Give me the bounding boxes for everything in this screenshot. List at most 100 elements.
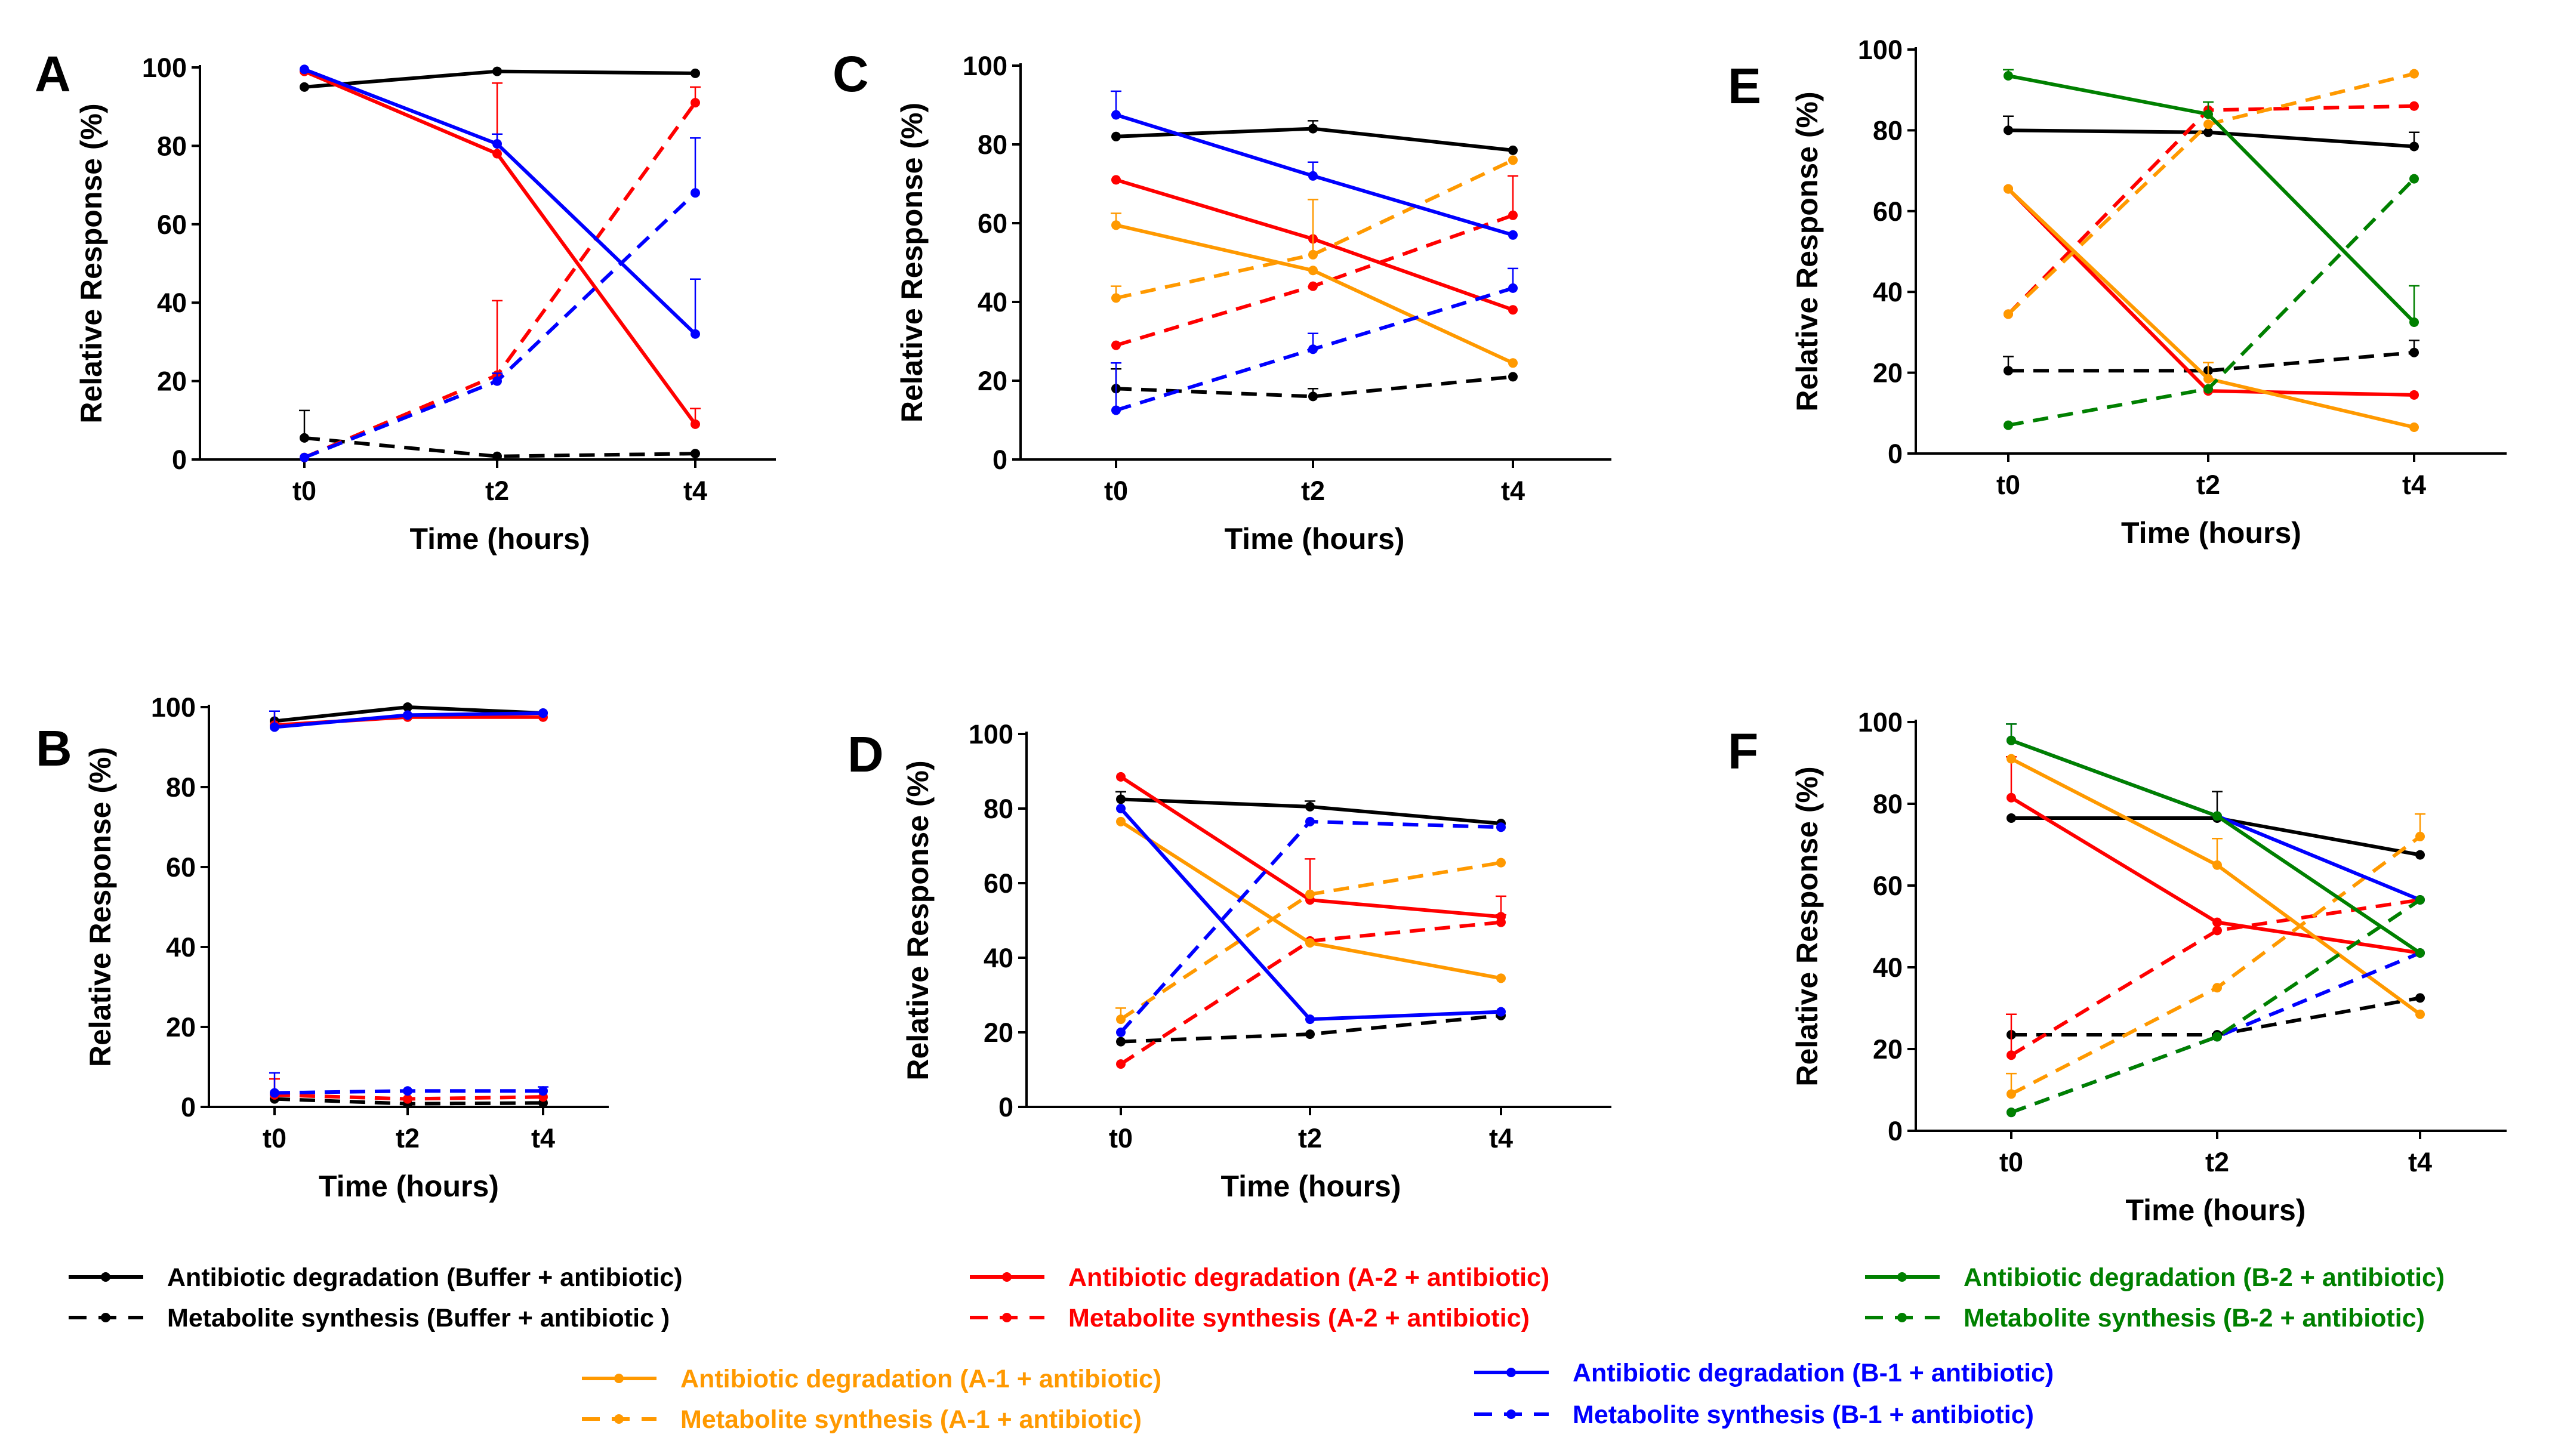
x-tick-label: t4: [683, 476, 707, 506]
data-point: [538, 1086, 548, 1096]
data-point: [270, 722, 279, 732]
data-point: [2415, 948, 2425, 958]
y-tick-label: 80: [984, 794, 1013, 824]
y-tick-label: 40: [166, 932, 196, 963]
legend-label: Metabolite synthesis (B-2 + antibiotic): [1964, 1304, 2425, 1332]
data-point: [1116, 804, 1126, 813]
legend-label: Metabolite synthesis (Buffer + antibioti…: [167, 1304, 670, 1332]
y-tick-label: 100: [151, 692, 196, 723]
data-point: [1116, 794, 1126, 804]
x-axis-title: Time (hours): [1221, 1170, 1401, 1203]
y-tick-label: 20: [1873, 1034, 1903, 1065]
data-point: [2409, 141, 2419, 152]
data-point: [1111, 110, 1121, 120]
data-point: [492, 376, 502, 386]
data-point: [2004, 125, 2013, 135]
y-axis-title: Relative Response (%): [895, 103, 929, 422]
data-point: [300, 452, 309, 462]
panel-e: E 0 20 40 60 80 100 t0 t2 t4 Time (hours) Relative …: [1728, 35, 2507, 550]
data-point: [2006, 754, 2016, 764]
data-point: [2203, 384, 2213, 394]
data-point: [492, 451, 502, 461]
series-a1-met: [1111, 155, 1518, 303]
data-point: [2409, 390, 2419, 400]
data-point: [403, 1094, 412, 1104]
series-line: [1115, 375, 1514, 399]
series-b1-deg: [269, 708, 548, 732]
data-point: [2006, 813, 2016, 823]
panel-letter: B: [36, 720, 72, 776]
y-tick-label: 80: [1873, 115, 1903, 146]
x-tick-label: t2: [396, 1123, 420, 1153]
data-point: [1496, 1007, 1506, 1017]
data-point: [1308, 266, 1318, 276]
x-tick-label: t0: [1109, 1123, 1133, 1153]
y-tick-label: 20: [1873, 358, 1903, 388]
series-line: [2010, 951, 2421, 1114]
data-point: [492, 139, 502, 149]
panel-b: B 0 20 40 60 80 100 t0 t2 t4 Time (hours) Relative …: [36, 692, 609, 1203]
data-point: [1305, 889, 1315, 899]
legend-marker: [1897, 1272, 1907, 1282]
series-line: [1115, 158, 1514, 300]
y-tick-label: 0: [172, 445, 187, 475]
series-b1-met: [1111, 267, 1518, 415]
data-point: [1308, 281, 1318, 291]
data-point: [1496, 857, 1506, 868]
series-line: [2006, 104, 2415, 316]
data-point: [2203, 374, 2213, 384]
legend-label: Antibiotic degradation (Buffer + antibio…: [167, 1263, 683, 1292]
panel-letter: D: [847, 726, 884, 782]
series-a1-deg: [2004, 184, 2419, 432]
data-point: [1111, 175, 1121, 185]
data-point: [691, 329, 700, 339]
x-tick-label: t2: [485, 476, 509, 506]
series-line: [2010, 757, 2421, 1016]
data-point: [1116, 1037, 1126, 1047]
y-tick-label: 100: [1858, 707, 1903, 738]
data-point: [1508, 305, 1518, 315]
legend-marker: [1002, 1313, 1012, 1322]
data-point: [2004, 184, 2013, 194]
series-line: [303, 67, 697, 335]
data-point: [2212, 1032, 2222, 1042]
x-axis-title: Time (hours): [319, 1170, 499, 1203]
data-point: [1116, 816, 1126, 826]
data-point: [2212, 860, 2222, 870]
data-point: [691, 98, 700, 108]
series-a1-met: [1115, 857, 1506, 1025]
series-a2-met: [2006, 894, 2425, 1060]
data-point: [300, 433, 309, 443]
data-point: [2409, 347, 2419, 357]
series-a2-met: [1111, 175, 1518, 350]
legend-label: Antibiotic degradation (B-2 + antibiotic…: [1964, 1263, 2445, 1292]
x-axis-title: Time (hours): [2126, 1193, 2306, 1227]
data-point: [1305, 801, 1315, 812]
series-a1-deg: [2006, 754, 2425, 1019]
data-point: [2004, 309, 2013, 319]
data-point: [1508, 210, 1518, 220]
data-point: [1116, 772, 1126, 782]
series-a2-deg: [1116, 772, 1506, 922]
y-tick-label: 40: [157, 288, 187, 318]
series-line: [2010, 898, 2421, 1114]
data-point: [1305, 816, 1315, 826]
data-point: [691, 68, 700, 78]
legend-entry-b1-met: Metabolite synthesis (B-1 + antibiotic): [1474, 1401, 2034, 1429]
data-point: [2203, 109, 2213, 119]
legend-marker: [1897, 1313, 1907, 1322]
data-point: [1496, 822, 1506, 832]
panel-letter: F: [1728, 723, 1758, 779]
series-b2-deg: [2003, 69, 2419, 327]
data-point: [403, 1086, 412, 1096]
legend-entry-a2-deg: Antibiotic degradation (A-2 + antibiotic…: [970, 1263, 1549, 1292]
legend-entry-a1-deg: Antibiotic degradation (A-1 + antibiotic…: [582, 1365, 1161, 1393]
series-b1-deg: [300, 64, 701, 339]
data-point: [300, 64, 309, 75]
data-point: [2212, 917, 2222, 927]
data-point: [492, 149, 502, 159]
legend-entry-a1-met: Metabolite synthesis (A-1 + antibiotic): [582, 1405, 1142, 1434]
legend-marker: [1506, 1368, 1516, 1377]
legend-marker: [614, 1414, 624, 1424]
panel-d: D 0 20 40 60 80 100 t0 t2 t4 Time (hours) Relative …: [847, 719, 1611, 1203]
